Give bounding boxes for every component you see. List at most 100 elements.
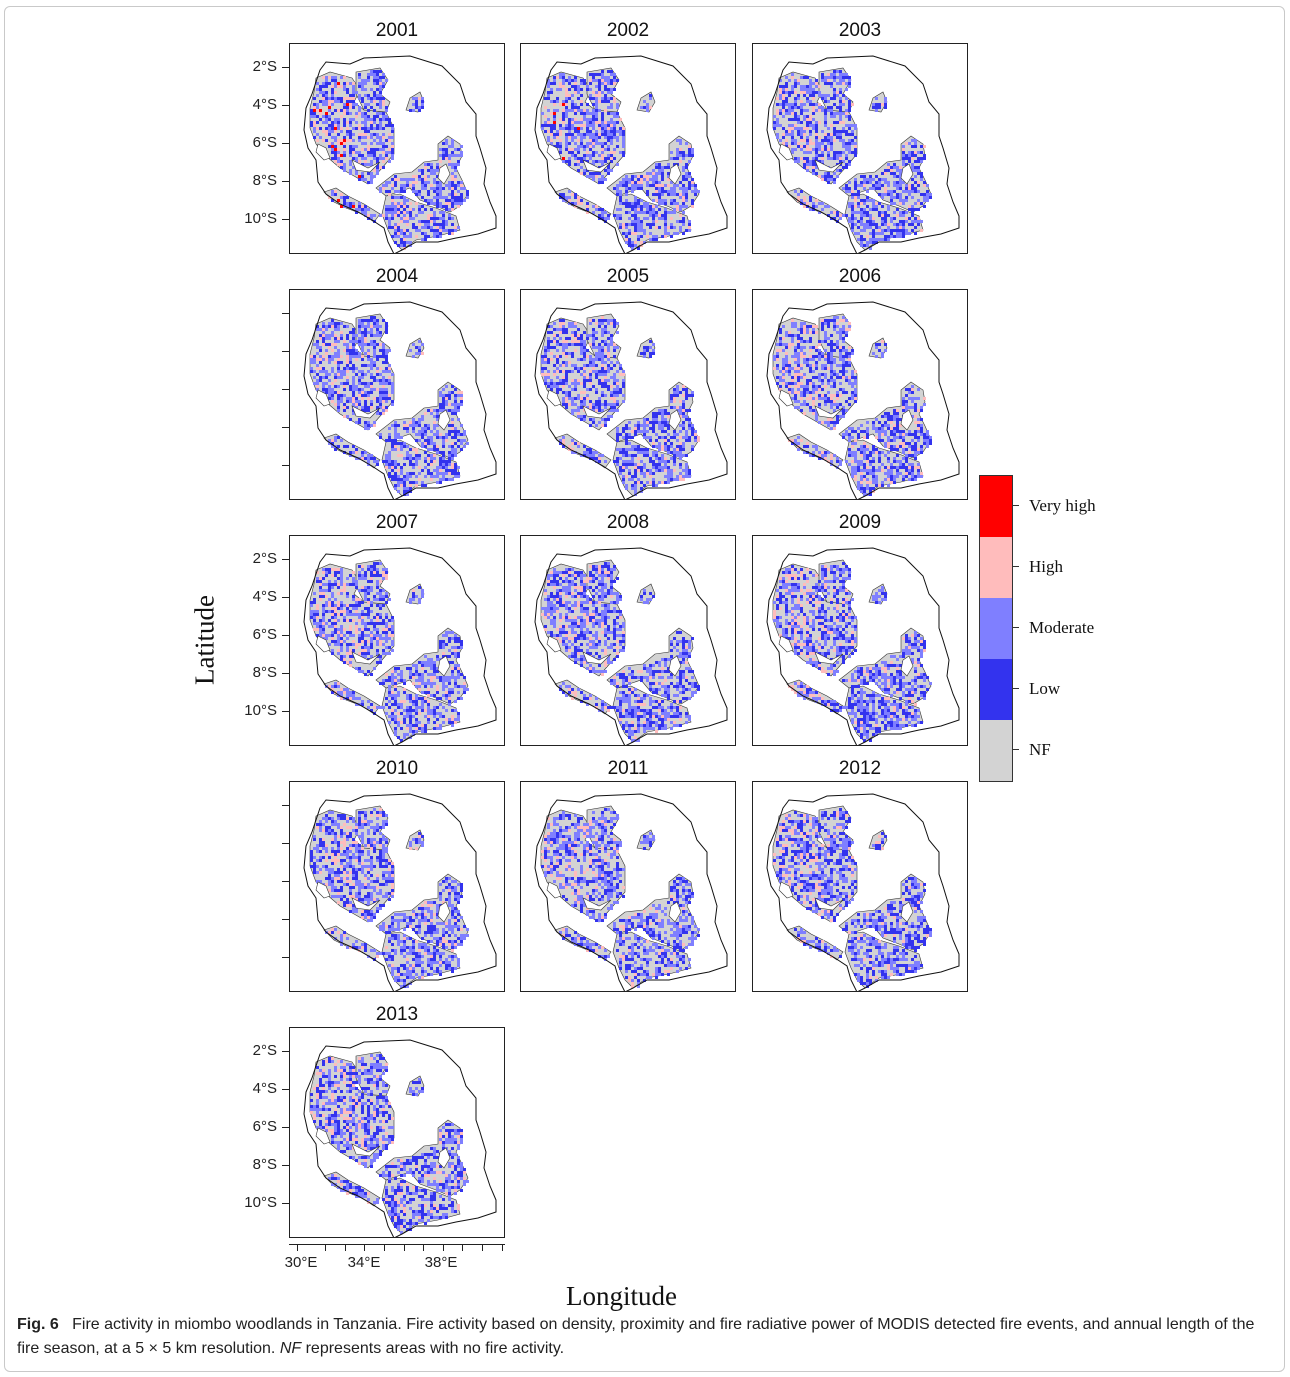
panel-year-title: 2003 bbox=[838, 20, 882, 41]
y-axis-tick bbox=[282, 313, 289, 314]
y-axis-title: Latitude bbox=[189, 595, 220, 685]
lake bbox=[351, 159, 381, 173]
tanzania-fire-map bbox=[534, 301, 728, 499]
legend-tick bbox=[1013, 627, 1019, 628]
lake bbox=[546, 143, 562, 161]
x-axis-tick bbox=[325, 1244, 326, 1251]
legend-tick bbox=[1013, 749, 1019, 750]
legend-swatch bbox=[980, 598, 1012, 659]
lake bbox=[315, 881, 331, 899]
lake bbox=[351, 651, 381, 665]
lake bbox=[814, 405, 844, 419]
y-axis-tick-label: 2°S bbox=[252, 58, 277, 75]
y-axis-tick-label: 6°S bbox=[252, 134, 277, 151]
y-axis-tick-label: 2°S bbox=[252, 1042, 277, 1059]
map-panel bbox=[520, 43, 736, 254]
country-outline bbox=[303, 301, 497, 499]
lake bbox=[582, 405, 612, 419]
lake bbox=[437, 901, 451, 923]
legend-label: NF bbox=[1029, 740, 1051, 759]
legend-tick bbox=[1013, 688, 1019, 689]
lake bbox=[814, 159, 844, 173]
lake bbox=[668, 901, 682, 923]
y-axis-tick bbox=[282, 105, 289, 106]
fire-pixels bbox=[773, 70, 932, 250]
y-axis-tick bbox=[282, 1127, 289, 1128]
panel-year-title: 2009 bbox=[838, 512, 882, 533]
lake bbox=[351, 1143, 381, 1157]
country-outline bbox=[766, 301, 960, 499]
legend-label: Low bbox=[1029, 679, 1061, 698]
panel-year-title: 2002 bbox=[606, 20, 650, 41]
x-axis-title: Longitude bbox=[566, 1281, 677, 1311]
country-outline bbox=[766, 547, 960, 745]
y-axis-tick bbox=[282, 1051, 289, 1052]
map-panel bbox=[752, 535, 968, 746]
figure-caption: Fig. 6 Fire activity in miombo woodlands… bbox=[17, 1313, 1257, 1361]
panel-year-title: 2012 bbox=[838, 758, 882, 779]
lake bbox=[582, 159, 612, 173]
lake bbox=[778, 881, 794, 899]
caption-text: Fire activity in miombo woodlands in Tan… bbox=[17, 1316, 1255, 1357]
panel-year-title: 2011 bbox=[607, 758, 649, 779]
country-outline bbox=[534, 55, 728, 253]
y-axis-tick-label: 10°S bbox=[244, 1194, 277, 1211]
tanzania-fire-map bbox=[766, 301, 960, 499]
lake bbox=[315, 143, 331, 161]
y-axis-tick-label: 8°S bbox=[252, 172, 277, 189]
panel-year-title: 2013 bbox=[375, 1004, 419, 1025]
panel-year-title: 2010 bbox=[375, 758, 419, 779]
tanzania-fire-map bbox=[766, 55, 960, 253]
y-axis-tick bbox=[282, 1089, 289, 1090]
map-panel bbox=[289, 535, 505, 746]
x-axis-tick bbox=[297, 1244, 298, 1251]
y-axis-tick-label: 4°S bbox=[252, 96, 277, 113]
legend-label: Very high bbox=[1029, 496, 1096, 515]
y-axis-tick-label: 2°S bbox=[252, 550, 277, 567]
map-panel bbox=[752, 43, 968, 254]
lake bbox=[582, 651, 612, 665]
legend-label: High bbox=[1029, 557, 1063, 576]
fire-pixels bbox=[541, 70, 700, 250]
y-axis-tick bbox=[282, 465, 289, 466]
lake bbox=[900, 901, 914, 923]
lake bbox=[900, 655, 914, 677]
y-axis-tick bbox=[282, 1203, 289, 1204]
tanzania-fire-map bbox=[534, 793, 728, 991]
country-outline bbox=[766, 55, 960, 253]
country-outline bbox=[766, 793, 960, 991]
map-panel bbox=[289, 1027, 505, 1238]
y-axis-tick-label: 10°S bbox=[244, 210, 277, 227]
y-axis-tick-label: 8°S bbox=[252, 1156, 277, 1173]
map-panel bbox=[289, 781, 505, 992]
y-axis-tick-label: 4°S bbox=[252, 588, 277, 605]
y-axis-tick bbox=[282, 881, 289, 882]
lake bbox=[900, 409, 914, 431]
lake bbox=[546, 635, 562, 653]
map-panel bbox=[752, 289, 968, 500]
map-panel bbox=[520, 289, 736, 500]
lake bbox=[546, 881, 562, 899]
x-axis-tick bbox=[364, 1244, 365, 1251]
y-axis-tick bbox=[282, 957, 289, 958]
y-axis-tick bbox=[282, 805, 289, 806]
legend-swatch bbox=[980, 720, 1012, 781]
x-axis-line bbox=[289, 1244, 505, 1245]
map-panel bbox=[289, 43, 505, 254]
fire-pixels bbox=[541, 316, 700, 496]
lake bbox=[778, 389, 794, 407]
country-outline bbox=[303, 1039, 497, 1237]
fire-pixels bbox=[310, 808, 469, 988]
lake bbox=[668, 163, 682, 185]
lake bbox=[315, 389, 331, 407]
y-axis-tick bbox=[282, 219, 289, 220]
map-panel bbox=[752, 781, 968, 992]
map-panel bbox=[520, 535, 736, 746]
y-axis-tick bbox=[282, 635, 289, 636]
x-axis-tick bbox=[384, 1244, 385, 1251]
x-axis-tick-label: 38°E bbox=[424, 1254, 458, 1271]
y-axis-tick bbox=[282, 711, 289, 712]
x-axis-tick bbox=[482, 1244, 483, 1251]
figure-frame bbox=[4, 6, 1285, 1372]
x-axis-tick-label: 34°E bbox=[347, 1254, 381, 1271]
